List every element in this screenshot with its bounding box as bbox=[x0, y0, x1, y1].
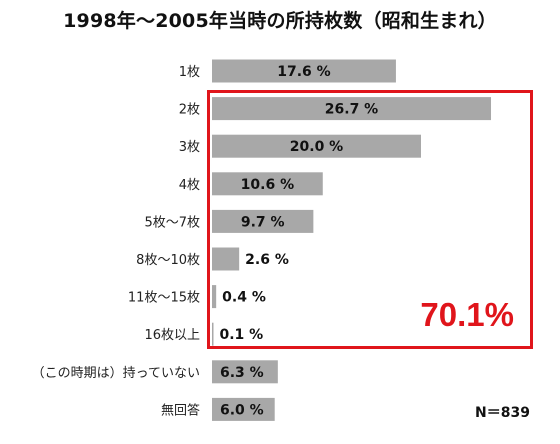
value-label: 0.4 % bbox=[222, 290, 266, 306]
bars-layer: 1枚 17.6 % 2枚 26.7 % 3枚 20.0 % 4枚 10.6 % 5枚～7枚 9.7… bbox=[32, 59, 492, 421]
category-label: 8枚～10枚 bbox=[136, 253, 200, 268]
value-label: 20.0 % bbox=[290, 139, 343, 155]
value-label: 26.7 % bbox=[325, 102, 378, 118]
category-label: 5枚～7枚 bbox=[144, 215, 200, 230]
category-label: 2枚 bbox=[179, 103, 200, 118]
category-label: 1枚 bbox=[179, 65, 200, 80]
bar bbox=[212, 397, 275, 421]
value-label: 9.7 % bbox=[241, 214, 285, 230]
value-label: 0.1 % bbox=[220, 327, 264, 343]
value-label: 6.3 % bbox=[220, 365, 264, 381]
bar bbox=[212, 97, 492, 121]
bar bbox=[212, 360, 278, 384]
category-label: （この時期は）持っていない bbox=[32, 366, 200, 381]
category-label: 11枚～15枚 bbox=[128, 291, 200, 306]
bar bbox=[212, 247, 240, 271]
bar bbox=[212, 285, 217, 309]
value-label: 17.6 % bbox=[277, 64, 330, 80]
bar bbox=[212, 172, 323, 196]
value-label: 6.0 % bbox=[220, 402, 264, 418]
category-label: 3枚 bbox=[179, 140, 200, 155]
category-label: 4枚 bbox=[179, 178, 200, 193]
bar bbox=[212, 322, 214, 346]
category-label: 16枚以上 bbox=[144, 328, 200, 343]
highlight-total-label: 70.1% bbox=[420, 296, 514, 333]
value-label: 10.6 % bbox=[241, 177, 294, 193]
highlight-box bbox=[207, 90, 533, 349]
bar bbox=[212, 209, 314, 233]
sample-size-label: N＝839 bbox=[475, 405, 530, 421]
category-label: 無回答 bbox=[161, 402, 200, 418]
bar bbox=[212, 59, 396, 83]
chart-title: 1998年～2005年当時の所持枚数（昭和生まれ） bbox=[63, 10, 497, 32]
bar bbox=[212, 134, 421, 158]
value-label: 2.6 % bbox=[245, 252, 289, 268]
